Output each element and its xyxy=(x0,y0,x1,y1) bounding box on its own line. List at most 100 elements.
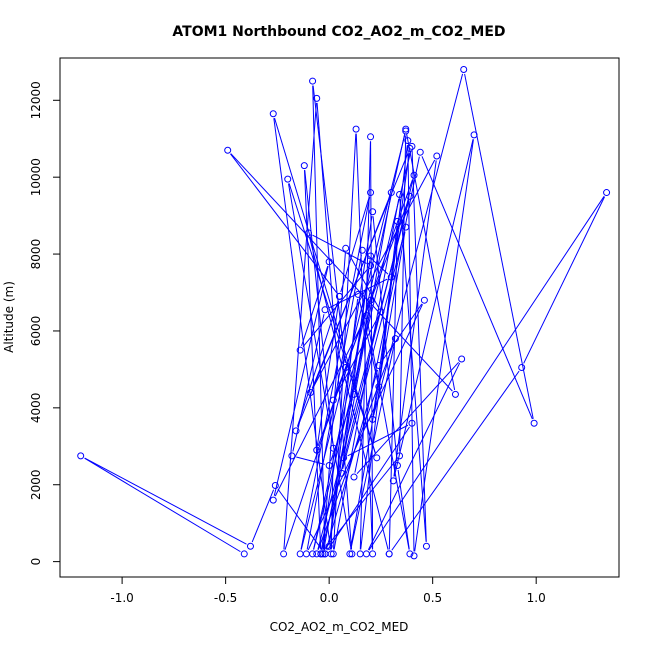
data-point xyxy=(470,131,478,139)
data-point xyxy=(422,542,430,550)
data-point xyxy=(416,148,424,156)
data-point xyxy=(387,189,395,197)
x-tick-label: 0.0 xyxy=(320,591,339,605)
data-point xyxy=(530,419,538,427)
data-point xyxy=(402,125,410,133)
data-point xyxy=(325,542,333,550)
series-line-segment xyxy=(367,362,461,551)
series-line-segment xyxy=(297,196,391,427)
data-point xyxy=(304,229,312,237)
series-line-segment xyxy=(309,237,389,550)
data-point xyxy=(313,94,321,102)
series-line-segment xyxy=(296,456,325,465)
series-line-segment xyxy=(372,216,398,462)
series-line-segment xyxy=(360,145,408,550)
data-point xyxy=(336,292,343,300)
data-point xyxy=(389,477,397,485)
data-point xyxy=(362,550,370,558)
series-line-segment xyxy=(230,153,338,294)
data-point xyxy=(369,415,377,423)
x-axis-label: CO2_AO2_m_CO2_MED xyxy=(270,620,409,634)
series-line-segment xyxy=(347,424,409,457)
series-line-segment xyxy=(414,139,474,552)
series-line-segment xyxy=(333,198,400,550)
data-point xyxy=(433,152,441,160)
data-point xyxy=(350,390,358,398)
data-point xyxy=(458,355,466,363)
series-line-segment xyxy=(325,369,379,550)
series-line-segment xyxy=(312,85,346,364)
x-tick-label: 1.0 xyxy=(527,591,546,605)
series-line-segment xyxy=(350,342,395,550)
data-point xyxy=(325,462,333,470)
data-point xyxy=(402,223,410,231)
data-point xyxy=(603,189,611,197)
data-point xyxy=(329,396,337,404)
series-line-segment xyxy=(391,370,520,551)
data-point xyxy=(406,144,414,152)
data-point xyxy=(284,175,292,183)
data-point xyxy=(451,390,459,398)
data-point xyxy=(393,217,401,225)
series-line-segment xyxy=(302,268,369,348)
y-axis-label: Altitude (m) xyxy=(2,281,16,353)
series-line-segment xyxy=(380,303,423,363)
series-line-segment xyxy=(296,300,339,427)
data-point xyxy=(288,452,296,460)
x-tick-label: -0.5 xyxy=(214,591,237,605)
series-line-segment xyxy=(368,196,605,551)
series-line-segment xyxy=(84,457,241,553)
series-line-segment xyxy=(274,319,365,497)
data-point xyxy=(307,388,315,396)
data-point xyxy=(391,335,399,343)
data-point xyxy=(408,419,416,427)
data-point xyxy=(269,496,277,504)
data-point xyxy=(410,552,418,560)
data-point xyxy=(375,362,383,370)
y-tick-label: 10000 xyxy=(29,158,43,196)
series-line-segment xyxy=(306,254,362,550)
series-line-segment xyxy=(365,252,389,275)
data-point xyxy=(329,444,337,452)
data-point xyxy=(410,171,418,179)
series-line-segment xyxy=(378,225,398,383)
series-line-segment xyxy=(321,179,414,550)
series-line-segment xyxy=(464,73,534,419)
data-point xyxy=(352,125,360,133)
data-point xyxy=(319,550,327,558)
y-tick-label: 4000 xyxy=(29,393,43,424)
series-line-segment xyxy=(393,139,474,477)
series-line-segment xyxy=(301,265,329,347)
data-point xyxy=(367,296,375,304)
data-point xyxy=(369,550,377,558)
series-line-segment xyxy=(397,469,410,550)
series-line-segment xyxy=(342,231,406,469)
data-point xyxy=(302,550,310,558)
data-point xyxy=(354,290,362,298)
data-point xyxy=(362,312,370,320)
data-point xyxy=(342,363,350,371)
data-point xyxy=(346,550,354,558)
data-point xyxy=(348,550,356,558)
series-line-segment xyxy=(343,196,391,454)
series-line-segment xyxy=(411,150,427,542)
series-line-segment xyxy=(523,196,606,364)
data-point xyxy=(329,550,337,558)
y-tick-label: 12000 xyxy=(29,81,43,119)
series-line-segment xyxy=(230,153,453,392)
data-point xyxy=(309,77,317,85)
data-point xyxy=(402,127,410,135)
data-point xyxy=(369,208,377,216)
data-point xyxy=(358,246,366,254)
series-line-segment xyxy=(316,300,340,446)
data-point xyxy=(271,482,279,490)
data-point xyxy=(406,550,414,558)
data-point xyxy=(420,296,428,304)
data-point xyxy=(313,446,321,454)
series-line-segment xyxy=(393,160,437,477)
data-point xyxy=(404,137,412,145)
series-line-segment xyxy=(273,266,329,496)
series-line-segment xyxy=(312,85,326,550)
series-line-segment xyxy=(312,234,367,264)
series-line-segment xyxy=(350,231,406,550)
